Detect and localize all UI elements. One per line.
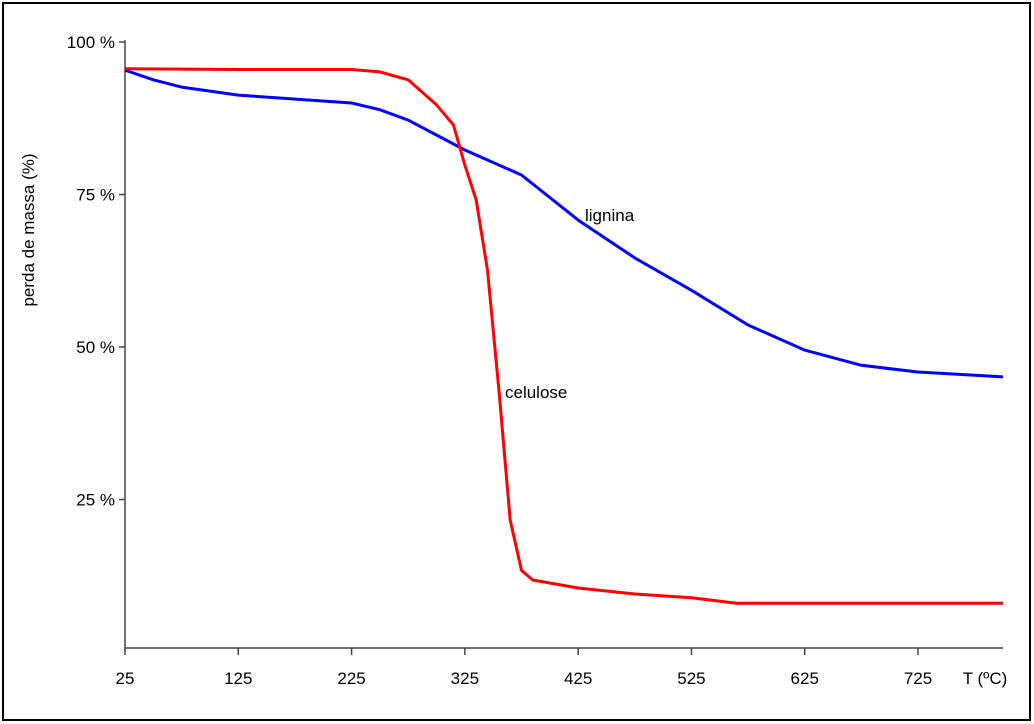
x-tick-label: 525 (677, 669, 705, 688)
x-tick-label: 25 (116, 669, 135, 688)
series-label: lignina (585, 206, 635, 225)
x-tick-label: 125 (224, 669, 252, 688)
x-axis-title: T (ºC) (963, 669, 1008, 688)
y-tick-label: 75 % (76, 186, 115, 205)
y-axis-title: perda de massa (%) (19, 153, 38, 306)
line-1 (124, 67, 1003, 605)
x-tick-label: 625 (791, 669, 819, 688)
y-tick-label: 50 % (76, 338, 115, 357)
x-tick-label: 425 (564, 669, 592, 688)
series-label: celulose (505, 383, 567, 402)
x-tick-label: 225 (337, 669, 365, 688)
x-tick-label: 725 (904, 669, 932, 688)
line-0 (124, 68, 1004, 379)
y-tick-label: 100 % (67, 33, 115, 52)
y-tick-label: 25 % (76, 491, 115, 510)
x-tick-label: 325 (451, 669, 479, 688)
